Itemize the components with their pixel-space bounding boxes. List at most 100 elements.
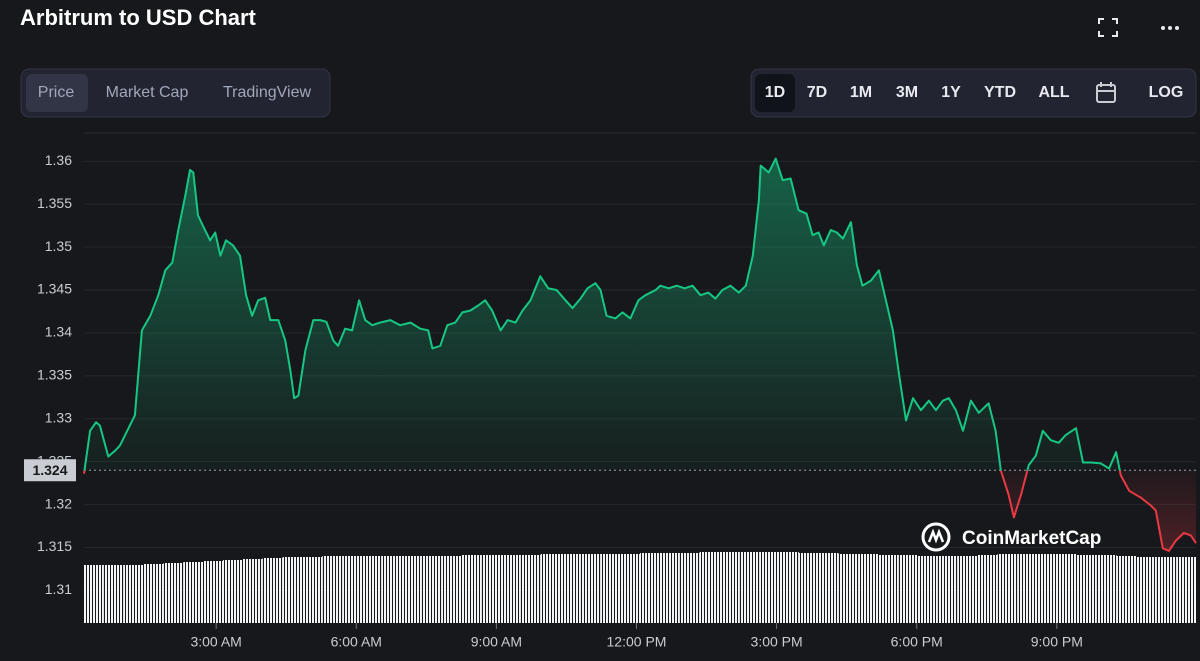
volume-bar [739, 552, 760, 623]
price-line [83, 157, 1197, 552]
range-button[interactable]: 1Y [941, 84, 961, 101]
volume-bar [501, 555, 521, 623]
volume-bar [183, 562, 204, 623]
volume-bar [381, 556, 402, 623]
x-tick-label: 3:00 PM [751, 634, 803, 650]
volume-bar [600, 554, 621, 623]
range-group [750, 68, 1197, 118]
x-tick-label: 9:00 PM [1031, 634, 1083, 650]
x-tick-label: 3:00 AM [190, 634, 241, 650]
volume-bar [937, 556, 958, 623]
volume-bar [322, 556, 343, 623]
volume-bar [679, 553, 700, 623]
volume-bar [957, 556, 978, 623]
y-tick-label: 1.355 [37, 195, 72, 211]
volume-bar [1076, 555, 1097, 623]
y-tick-label: 1.35 [45, 238, 72, 254]
price-area [84, 158, 1196, 551]
volume-bar [461, 555, 482, 623]
volume-bar [401, 556, 422, 623]
volume-bar [878, 555, 899, 623]
volume-bar [302, 557, 323, 623]
volume-bar [759, 552, 779, 623]
volume-bar [143, 564, 164, 623]
volume-bar [719, 552, 740, 623]
tab-button[interactable]: Market Cap [106, 84, 189, 101]
volume-bar [659, 553, 680, 623]
log-button[interactable]: LOG [1149, 84, 1184, 101]
volume-bar [898, 555, 918, 623]
volume-bar [699, 552, 720, 623]
range-button[interactable]: 1D [765, 84, 785, 101]
volume-bar [779, 552, 799, 623]
reference-label: 1.324 [32, 462, 67, 478]
volume-bar [580, 554, 601, 623]
range-button[interactable]: ALL [1038, 84, 1069, 101]
logo-circle [921, 522, 951, 552]
volume-bar [1017, 554, 1038, 623]
volume-bar [262, 558, 283, 623]
watermark-text: CoinMarketCap [962, 528, 1101, 549]
tab-group [20, 68, 331, 118]
x-tick-label: 12:00 PM [607, 634, 667, 650]
volume-bar [242, 559, 263, 623]
volume-bar [640, 553, 660, 623]
volume-bar [1176, 557, 1196, 623]
volume-bar [540, 554, 561, 623]
volume-bar [1116, 556, 1137, 623]
volume-bar [163, 563, 184, 623]
volume-bar [1057, 554, 1077, 623]
active-range [755, 74, 795, 112]
volume-bar [858, 554, 879, 623]
logo-wave [927, 528, 945, 544]
y-tick-label: 1.36 [45, 152, 72, 168]
range-button[interactable]: 7D [807, 84, 827, 101]
volume-bar [838, 554, 859, 623]
y-tick-label: 1.34 [45, 324, 72, 340]
y-tick-label: 1.315 [37, 538, 72, 554]
page-title: Arbitrum to USD Chart [20, 5, 257, 30]
volume-bar [520, 555, 541, 623]
range-button[interactable]: 1M [850, 84, 872, 101]
volume-bar [560, 554, 581, 623]
tab-button[interactable]: Price [38, 84, 75, 101]
x-tick-label: 6:00 AM [331, 634, 382, 650]
volume-bar [481, 555, 501, 623]
volume-bar [818, 553, 839, 623]
volume-bar [798, 553, 819, 623]
x-tick-label: 6:00 PM [891, 634, 943, 650]
range-button[interactable]: 3M [896, 84, 918, 101]
volume-bar [223, 560, 243, 623]
more-icon[interactable] [1161, 26, 1179, 30]
volume-bar [1096, 555, 1117, 623]
volume-bar [1156, 557, 1177, 623]
reference-label-box [24, 459, 76, 482]
watermark-logo [921, 522, 951, 552]
volume-bar [1136, 557, 1157, 623]
x-tick-label: 9:00 AM [471, 634, 522, 650]
volume-bar [342, 556, 362, 623]
volume-bar [918, 556, 938, 623]
tab-button[interactable]: TradingView [223, 84, 311, 101]
range-button[interactable]: YTD [984, 84, 1016, 101]
volume-bar [84, 565, 104, 623]
fullscreen-icon[interactable] [1098, 18, 1118, 37]
y-tick-label: 1.345 [37, 281, 72, 297]
volume-bar [282, 557, 303, 623]
active-tab [26, 74, 88, 112]
volume-bar [997, 554, 1018, 623]
volume-bar [620, 554, 640, 623]
volume-bar [362, 556, 382, 623]
y-tick-label: 1.335 [37, 367, 72, 383]
volume-bar [977, 555, 998, 623]
volume-bar [203, 561, 223, 623]
calendar-icon[interactable] [1096, 82, 1116, 103]
volume-bar [421, 556, 442, 623]
volume-bar [1037, 554, 1057, 623]
y-tick-label: 1.33 [45, 409, 72, 425]
volume-bar [441, 556, 462, 623]
volume-bar [123, 565, 144, 623]
y-tick-label: 1.31 [45, 581, 72, 597]
